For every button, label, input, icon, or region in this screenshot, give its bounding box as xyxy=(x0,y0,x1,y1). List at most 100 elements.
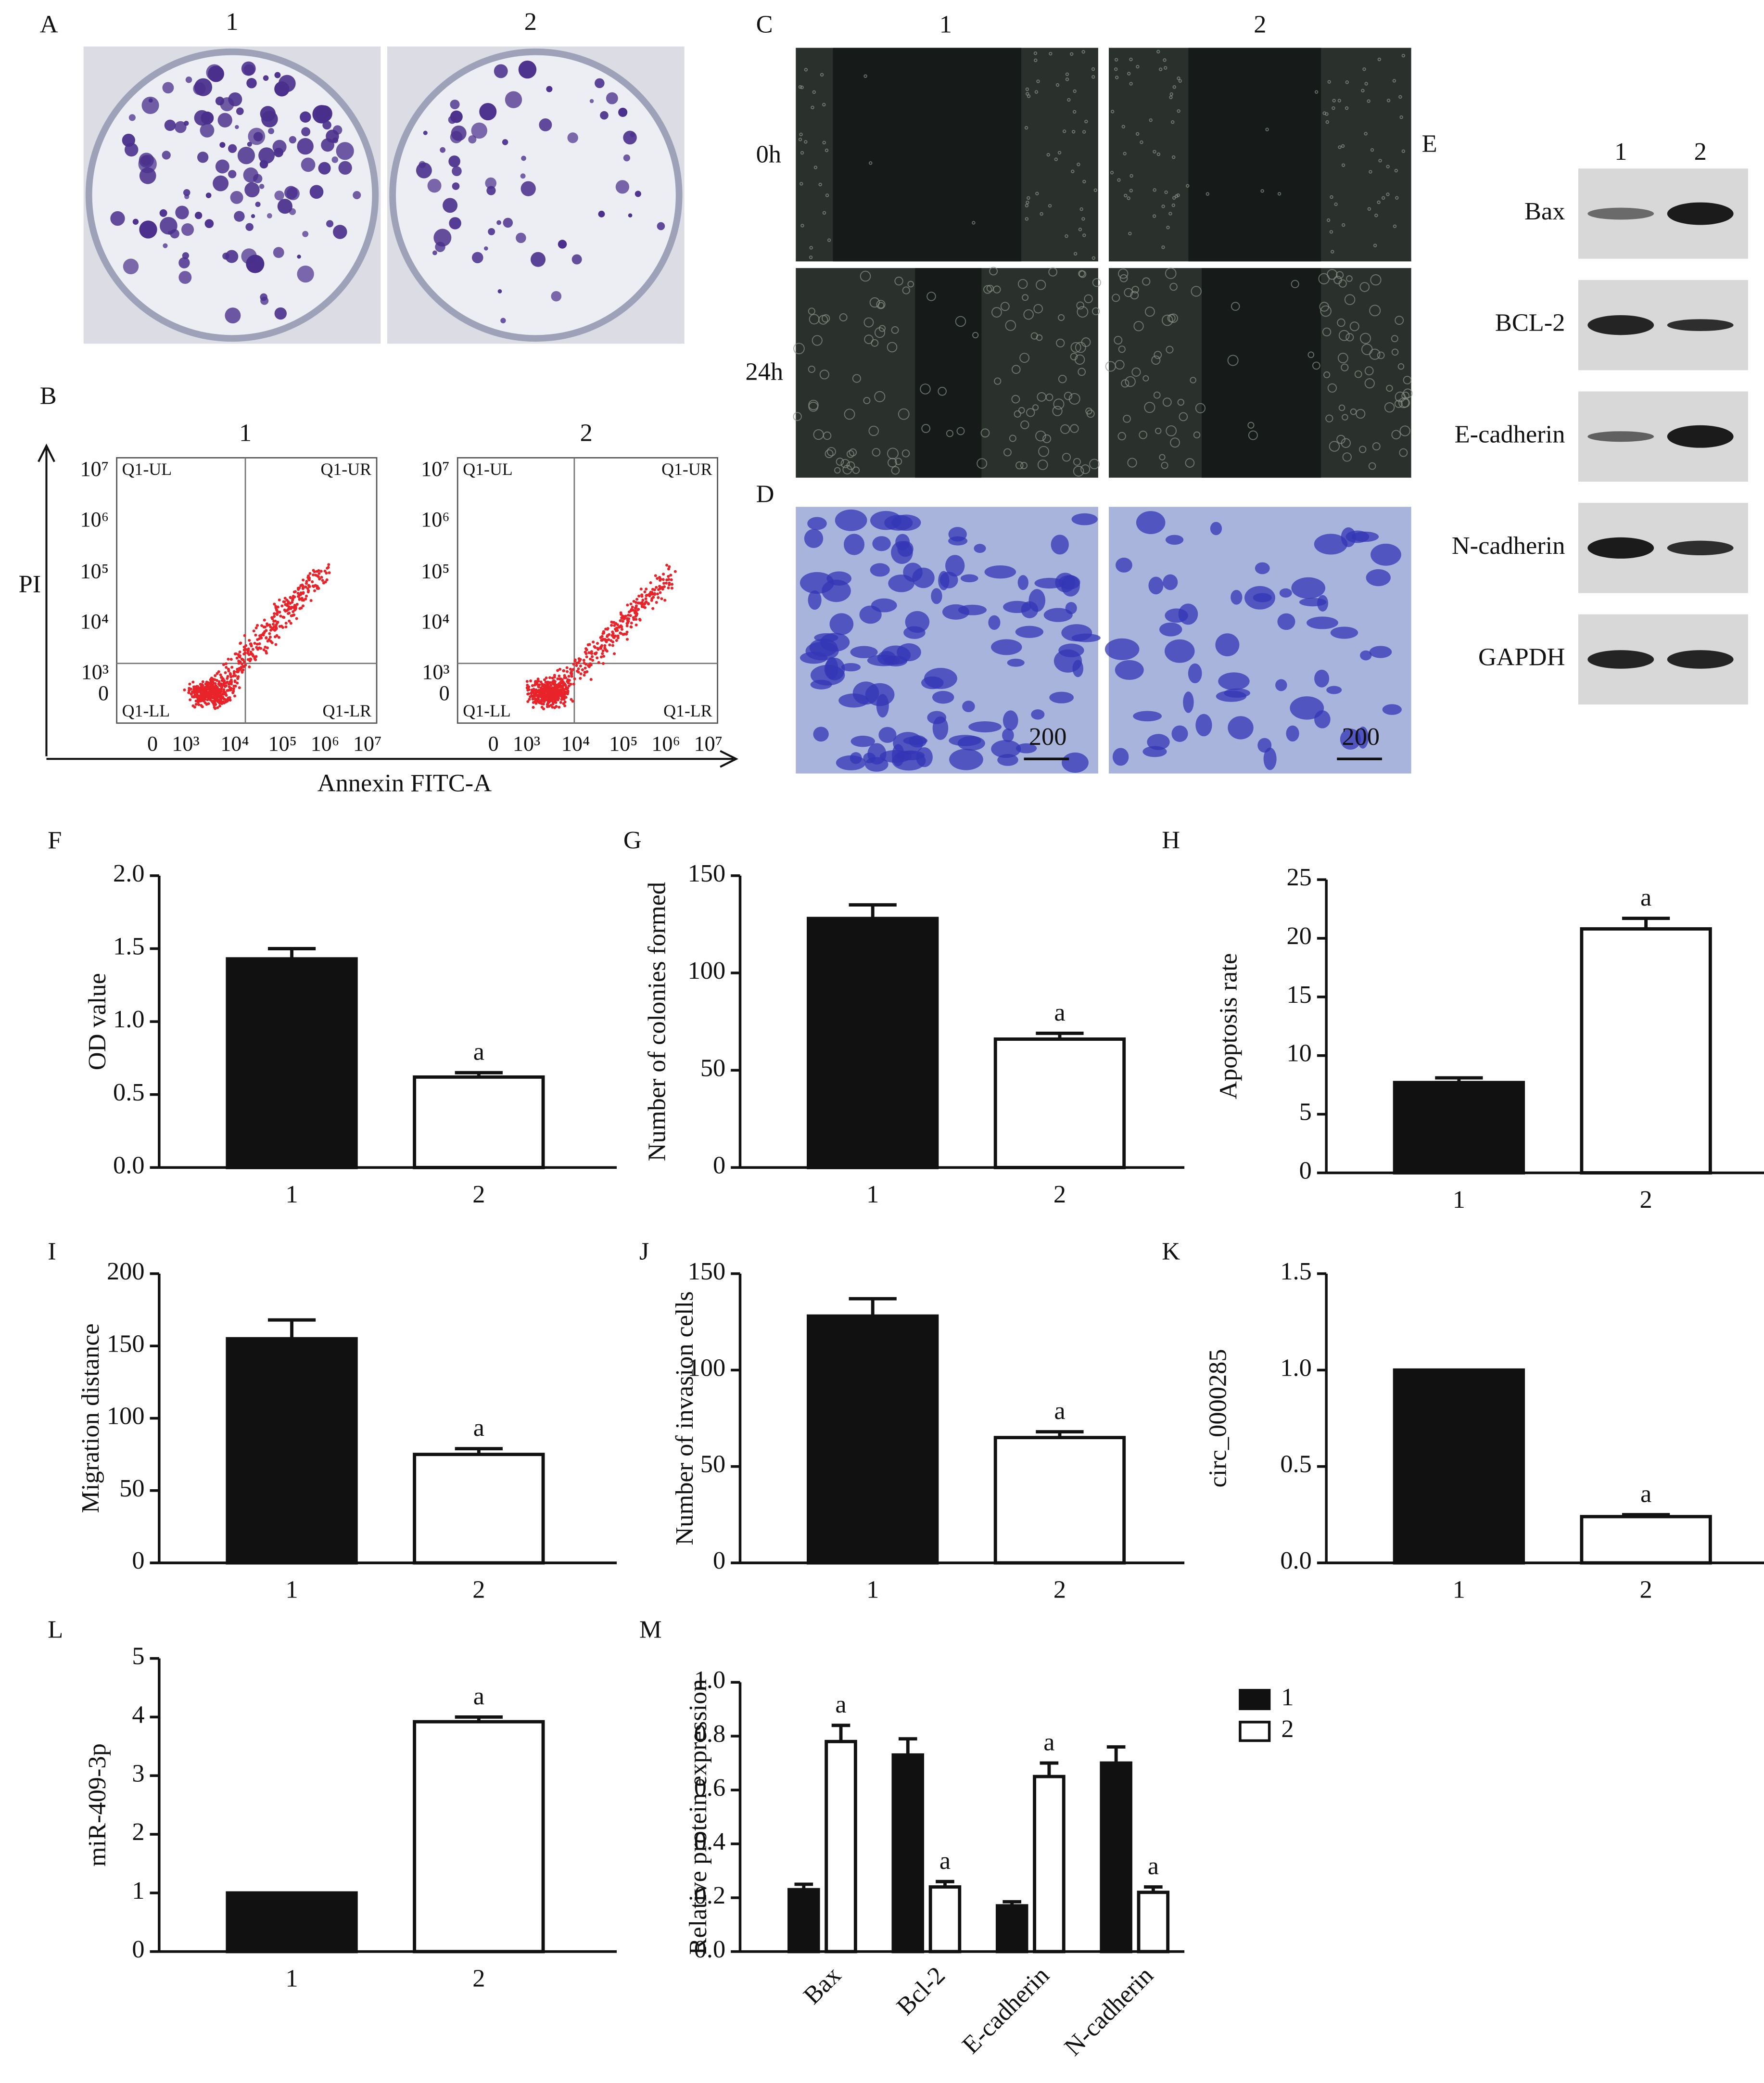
scatter-dot xyxy=(271,627,275,631)
scatter-dot xyxy=(530,688,533,691)
scatter-dot xyxy=(585,655,588,659)
scatter-dot xyxy=(535,683,539,686)
colony xyxy=(162,82,174,94)
invaded-cell xyxy=(1002,728,1014,742)
colony xyxy=(170,229,179,239)
band-label: N-cadherin xyxy=(1452,532,1565,560)
scatter-dot xyxy=(556,669,559,672)
colony xyxy=(301,127,311,137)
y-tick-label: 10³ xyxy=(422,660,449,684)
cell xyxy=(1191,286,1202,297)
y-tick-label: 10³ xyxy=(81,660,109,684)
cell xyxy=(1026,200,1029,204)
cell xyxy=(1367,99,1371,103)
scatter-dot xyxy=(289,622,292,625)
invaded-cell xyxy=(991,639,1022,655)
scatter-dot xyxy=(602,662,605,665)
cell xyxy=(1341,163,1345,167)
cell xyxy=(1327,269,1338,280)
y-tick-label: 0 xyxy=(132,1546,144,1574)
scatter-dot xyxy=(553,706,557,709)
scatter-dot xyxy=(547,704,551,708)
cell xyxy=(1337,318,1345,327)
axis-arrow xyxy=(46,750,738,768)
scatter-dot xyxy=(583,661,586,665)
cell xyxy=(1091,307,1100,316)
scatter-dot xyxy=(631,605,634,609)
colony xyxy=(336,142,354,160)
scatter-dot xyxy=(668,581,671,585)
scatter-dot xyxy=(561,691,564,695)
cell xyxy=(891,326,899,334)
panel-label: H xyxy=(1162,826,1180,854)
scatter-dot xyxy=(206,698,209,702)
cell xyxy=(1356,409,1366,419)
cell xyxy=(1005,320,1016,331)
scatter-dot xyxy=(228,697,231,700)
cell xyxy=(1144,307,1155,317)
scatter-dot xyxy=(542,703,545,706)
cell xyxy=(1398,397,1409,409)
scatter-dot xyxy=(542,693,545,697)
scatter-dot xyxy=(558,677,561,681)
error-bar xyxy=(1144,1885,1163,1892)
scatter-dot xyxy=(251,648,254,651)
invaded-cell xyxy=(808,590,822,610)
scatter-dot xyxy=(530,691,533,694)
invaded-cell xyxy=(1307,616,1338,629)
cell xyxy=(1035,430,1046,442)
scatter-dot xyxy=(305,594,308,598)
cell xyxy=(1341,223,1345,227)
scatter-dot xyxy=(276,621,279,624)
invaded-cell xyxy=(1286,725,1299,741)
cell xyxy=(825,193,829,197)
y-tick-label: 4 xyxy=(132,1700,144,1728)
colony xyxy=(433,229,452,247)
cell xyxy=(819,370,829,380)
scatter-dot xyxy=(654,574,657,577)
scatter-dot xyxy=(610,620,613,624)
scatter-dot xyxy=(626,603,629,607)
bar xyxy=(413,1075,545,1169)
colony xyxy=(494,64,508,78)
y-tick-label: 5 xyxy=(1299,1098,1312,1126)
invaded-cell xyxy=(850,735,875,747)
colony xyxy=(520,181,536,196)
invaded-cell xyxy=(1216,690,1247,702)
scatter-dot xyxy=(268,632,271,635)
column-label: 2 xyxy=(1254,10,1266,38)
scatter-dot xyxy=(644,597,647,601)
colony xyxy=(251,214,255,218)
colony xyxy=(237,147,255,165)
scatter-dot xyxy=(190,692,193,696)
cell xyxy=(1076,301,1084,310)
wound-gap xyxy=(833,48,1021,262)
scatter-dot xyxy=(575,664,578,667)
scatter-dot xyxy=(656,577,659,580)
y-tick-label: 0 xyxy=(713,1151,725,1179)
scatter-dot xyxy=(242,660,246,664)
wound-gap xyxy=(1201,268,1321,478)
invaded-cell xyxy=(835,509,867,531)
colony xyxy=(246,78,257,89)
cell xyxy=(1338,404,1345,411)
scatter-dot xyxy=(227,669,230,673)
cell xyxy=(809,246,813,250)
x-tick-label: 10⁷ xyxy=(353,732,382,755)
x-tick-label: 0 xyxy=(488,732,499,755)
cell xyxy=(1172,85,1176,89)
scatter-dot xyxy=(234,674,237,677)
scatter-dot xyxy=(254,633,257,637)
cell xyxy=(907,281,914,288)
cell xyxy=(876,300,886,309)
cell xyxy=(1161,245,1165,249)
scatter-dot xyxy=(284,609,287,613)
cell xyxy=(1082,130,1086,134)
scatter-dot xyxy=(571,668,575,671)
colony xyxy=(228,144,237,153)
colony xyxy=(503,217,513,228)
colony xyxy=(163,243,168,248)
cell xyxy=(1399,115,1403,119)
scatter-dot xyxy=(558,689,561,692)
colony xyxy=(488,228,495,235)
